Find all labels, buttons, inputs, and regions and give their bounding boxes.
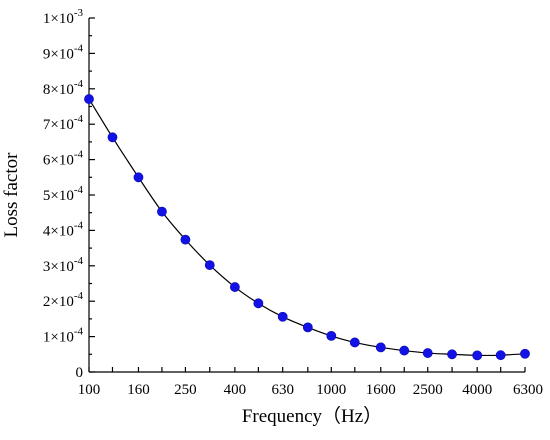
x-tick-label: 1000 [316,382,346,398]
y-tick-label: 5×10-4 [43,184,84,204]
data-point [349,337,360,348]
y-tick-label: 0 [76,365,84,381]
data-point [277,311,288,322]
data-series [84,94,530,361]
y-tick-label: 1×10-4 [43,326,84,346]
data-point [495,350,506,361]
x-tick-label: 100 [78,382,101,398]
x-tick-label: 630 [271,382,294,398]
data-point [157,206,167,217]
data-point [302,322,313,333]
data-point [107,132,118,143]
data-point [399,345,410,356]
data-point [447,349,457,360]
data-point [472,350,483,361]
data-point [520,348,530,359]
y-tick-label: 2×10-4 [43,290,84,310]
data-point [84,94,94,104]
axes [88,18,525,373]
data-point [133,172,144,183]
series-line [88,98,526,357]
x-tick-label: 4000 [462,382,492,398]
x-tick-label: 160 [127,382,150,398]
x-tick-label: 1600 [366,382,396,398]
data-point [422,348,433,358]
data-point [180,234,191,245]
x-tick-label: 400 [224,382,247,398]
data-point [375,342,386,353]
x-axis-title: Frequency（Hz） [242,405,382,427]
x-tick-label: 2500 [413,382,443,398]
y-tick-label: 3×10-4 [43,255,84,275]
y-axis-ticks: 0 1×10-4 2×10-4 3×10-4 4×10-4 5×10-4 6×10-4 7×1… [43,7,95,381]
y-tick-label: 4×10-4 [43,219,84,239]
y-tick-label: 8×10-4 [43,78,84,98]
x-tick-label: 250 [174,382,197,398]
x-axis-ticks: 100 160 250 400 630 1000 1600 2500 4000 6300 [78,367,543,398]
data-point [326,330,337,341]
data-point [229,282,240,292]
data-point [204,260,215,270]
data-point [253,298,264,309]
y-tick-label: 7×10-4 [43,113,84,133]
y-tick-label: 1×10-3 [43,7,84,27]
y-axis-title: Loss factor [1,152,22,238]
y-tick-label: 9×10-4 [43,42,84,62]
x-tick-label: 6300 [513,382,543,398]
y-tick-label: 6×10-4 [43,149,84,169]
